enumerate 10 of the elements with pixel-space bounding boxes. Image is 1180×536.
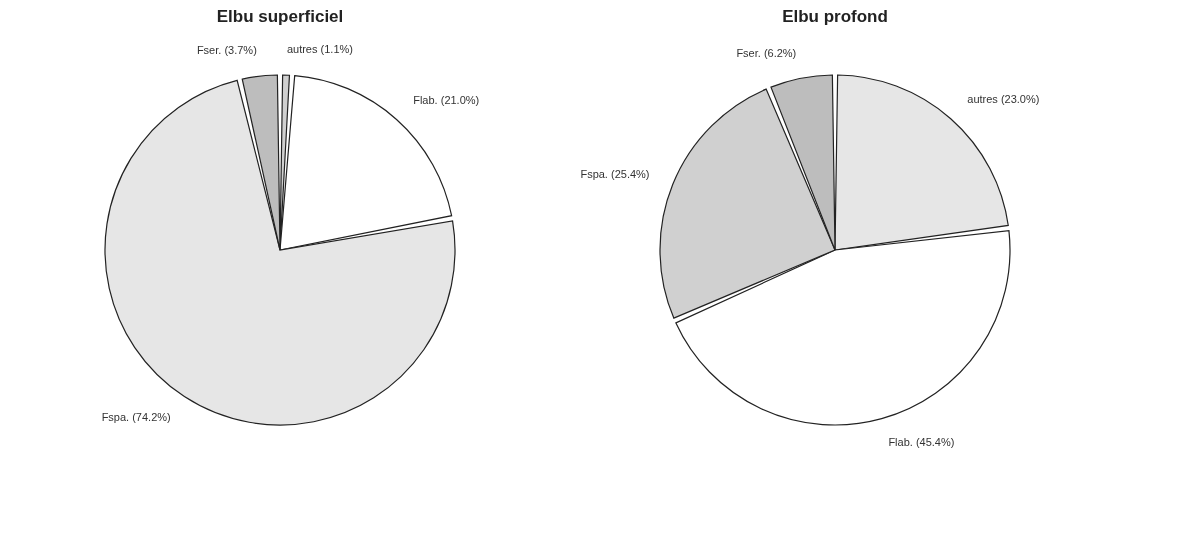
slice-label: Fspa. (25.4%)	[580, 168, 650, 181]
slice-label: autres (23.0%)	[967, 92, 1040, 105]
slice-label: autres (1.1%)	[286, 43, 353, 56]
chart-title: Elbu superficiel	[216, 7, 344, 26]
chart-title: Elbu profond	[782, 7, 888, 26]
slice-label: Fspa. (74.2%)	[101, 410, 171, 423]
slice-label: Flab. (21.0%)	[413, 93, 480, 106]
slice-label: Fser. (6.2%)	[736, 46, 797, 59]
slice-label: Flab. (45.4%)	[888, 435, 955, 448]
slice-label: Fser. (3.7%)	[196, 44, 257, 57]
